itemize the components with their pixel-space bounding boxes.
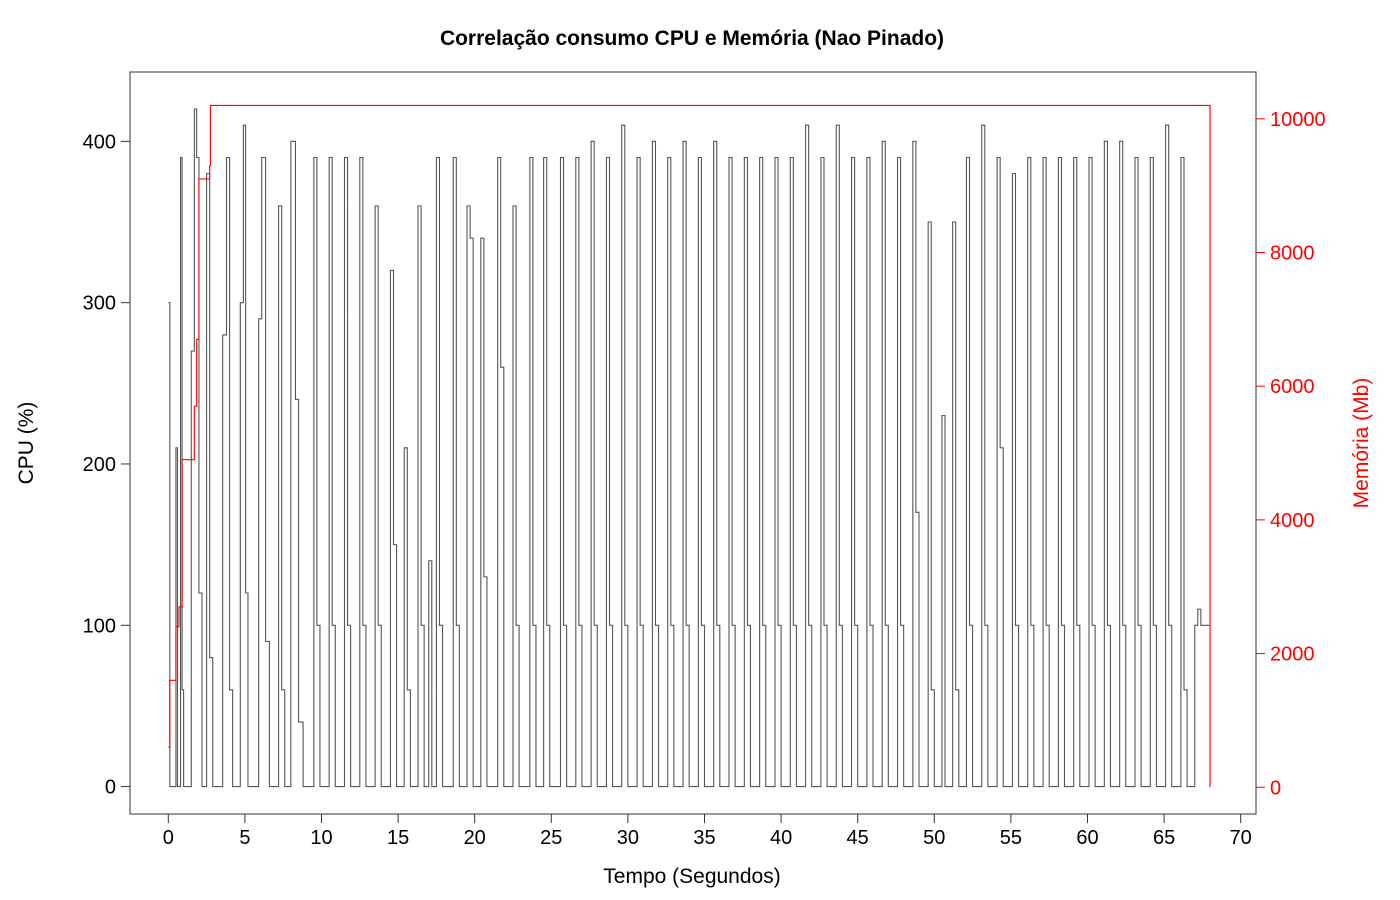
- x-tick-label: 30: [617, 827, 639, 849]
- y2-tick-label: 6000: [1270, 376, 1315, 398]
- y-tick-label: 0: [105, 777, 116, 799]
- x-tick-label: 70: [1230, 827, 1252, 849]
- y-axis-right: 0 2000 4000 6000 8000 10000: [1256, 109, 1326, 799]
- cpu-series-line: [168, 108, 1211, 788]
- x-tick-label: 5: [239, 827, 250, 849]
- chart-title: Correlação consumo CPU e Memória (Nao Pi…: [440, 27, 944, 50]
- y2-tick-label: 4000: [1270, 510, 1315, 532]
- x-tick-label: 10: [310, 827, 332, 849]
- y2-tick-label: 10000: [1270, 109, 1326, 131]
- x-tick-label: 0: [163, 827, 174, 849]
- x-tick-label: 20: [464, 827, 486, 849]
- x-tick-label: 55: [1000, 827, 1022, 849]
- x-tick-label: 60: [1076, 827, 1098, 849]
- series-layer: [168, 104, 1211, 788]
- x-axis-label: Tempo (Segundos): [603, 865, 780, 888]
- y2-tick-label: 8000: [1270, 242, 1315, 264]
- x-tick-label: 45: [847, 827, 869, 849]
- y-tick-label: 200: [83, 454, 116, 476]
- x-tick-label: 15: [387, 827, 409, 849]
- x-tick-label: 35: [693, 827, 715, 849]
- x-tick-label: 50: [923, 827, 945, 849]
- memory-series-line: [168, 104, 1211, 788]
- y2-axis-label: Memória (Mb): [1350, 378, 1373, 509]
- y-tick-label: 400: [83, 131, 116, 153]
- y2-tick-label: 0: [1270, 777, 1281, 799]
- y-tick-label: 100: [83, 615, 116, 637]
- x-tick-label: 40: [770, 827, 792, 849]
- y-axis-label: CPU (%): [15, 402, 38, 485]
- y2-tick-label: 2000: [1270, 644, 1315, 666]
- plot-frame: [129, 71, 1257, 815]
- x-tick-label: 65: [1153, 827, 1175, 849]
- x-axis: 0 5 10 15 20 25 30 35 40 45 50 55 60 65 70: [163, 814, 1252, 849]
- x-tick-label: 25: [540, 827, 562, 849]
- y-tick-label: 300: [83, 293, 116, 315]
- y-axis-left: 0 100 200 300 400: [83, 131, 130, 799]
